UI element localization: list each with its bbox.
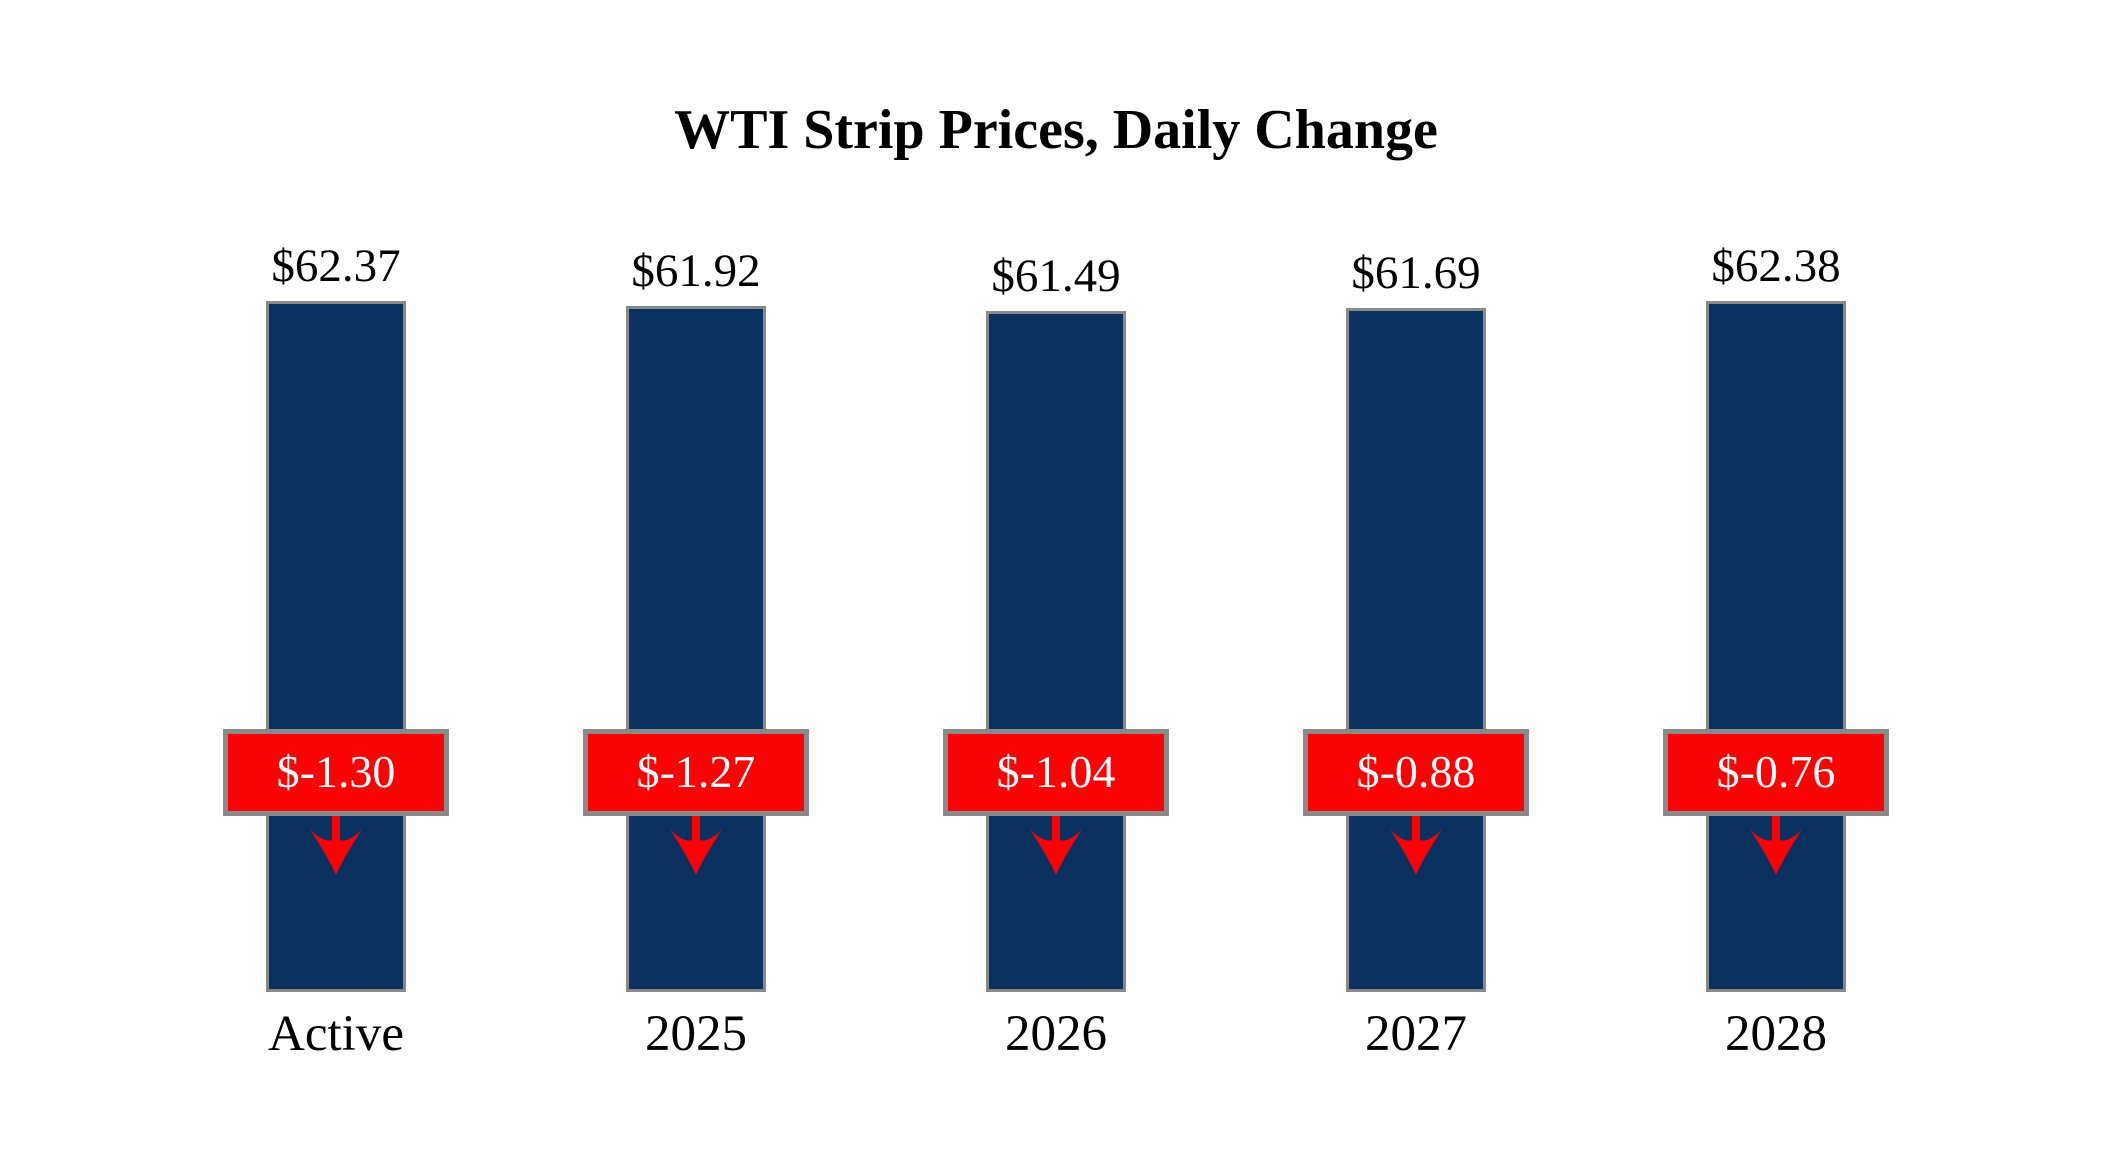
down-arrow-icon: [1030, 813, 1082, 875]
price-value-label: $61.49: [991, 250, 1121, 302]
price-bar: [266, 301, 406, 992]
price-bar: [1346, 308, 1486, 992]
daily-change-box: $-0.76: [1663, 729, 1889, 816]
price-value-label: $62.38: [1711, 240, 1841, 292]
category-label: 2028: [1725, 1006, 1827, 1062]
down-arrow-icon: [1390, 813, 1442, 875]
category-label: 2027: [1365, 1006, 1467, 1062]
price-value-label: $62.37: [271, 240, 401, 292]
down-arrow-icon: [1750, 813, 1802, 875]
price-bar: [986, 311, 1126, 992]
price-value-label: $61.92: [631, 245, 761, 297]
category-label: 2026: [1005, 1006, 1107, 1062]
daily-change-box: $-1.30: [223, 729, 449, 816]
daily-change-box: $-1.27: [583, 729, 809, 816]
down-arrow-icon: [670, 813, 722, 875]
price-bar: [626, 306, 766, 992]
price-value-label: $61.69: [1351, 247, 1481, 299]
chart-title: WTI Strip Prices, Daily Change: [674, 99, 1438, 161]
category-label: Active: [268, 1006, 404, 1062]
price-bar: [1706, 301, 1846, 992]
daily-change-box: $-1.04: [943, 729, 1169, 816]
category-label: 2025: [645, 1006, 747, 1062]
daily-change-box: $-0.88: [1303, 729, 1529, 816]
down-arrow-icon: [310, 813, 362, 875]
